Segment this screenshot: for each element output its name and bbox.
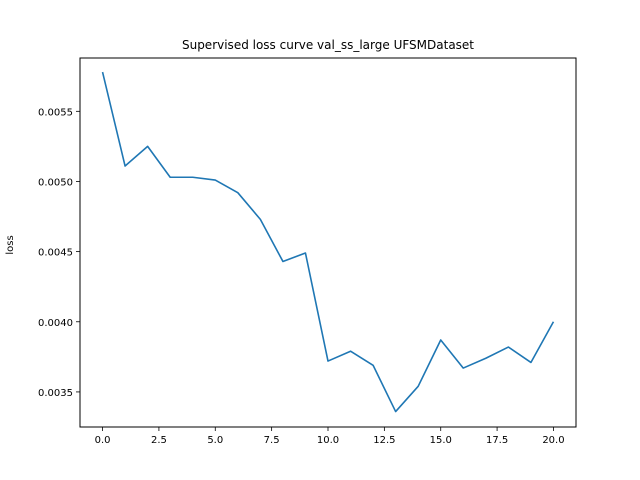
x-tick-label: 0.0 <box>95 435 111 446</box>
x-tick-label: 15.0 <box>430 435 452 446</box>
x-tick-label: 10.0 <box>317 435 339 446</box>
chart-title: Supervised loss curve val_ss_large UFSMD… <box>182 38 474 52</box>
x-tick-label: 17.5 <box>486 435 508 446</box>
y-axis-label: loss <box>5 235 16 254</box>
y-tick-label: 0.0050 <box>38 177 73 188</box>
y-tick-label: 0.0055 <box>38 107 73 118</box>
y-tick-label: 0.0040 <box>38 318 73 329</box>
x-tick-label: 12.5 <box>373 435 395 446</box>
x-tick-label: 2.5 <box>151 435 167 446</box>
y-axis-ticks: 0.0035 0.0040 0.0045 0.0050 0.0055 <box>38 107 80 399</box>
y-tick-label: 0.0045 <box>38 248 73 259</box>
x-axis-ticks: 0.0 2.5 5.0 7.5 10.0 12.5 15.0 17.5 20.0 <box>95 427 565 446</box>
series-group <box>101 71 555 413</box>
plot-frame <box>79 57 577 428</box>
y-tick-label: 0.0035 <box>38 388 73 399</box>
x-tick-label: 20.0 <box>542 435 564 446</box>
x-tick-label: 7.5 <box>264 435 280 446</box>
x-tick-label: 5.0 <box>207 435 223 446</box>
